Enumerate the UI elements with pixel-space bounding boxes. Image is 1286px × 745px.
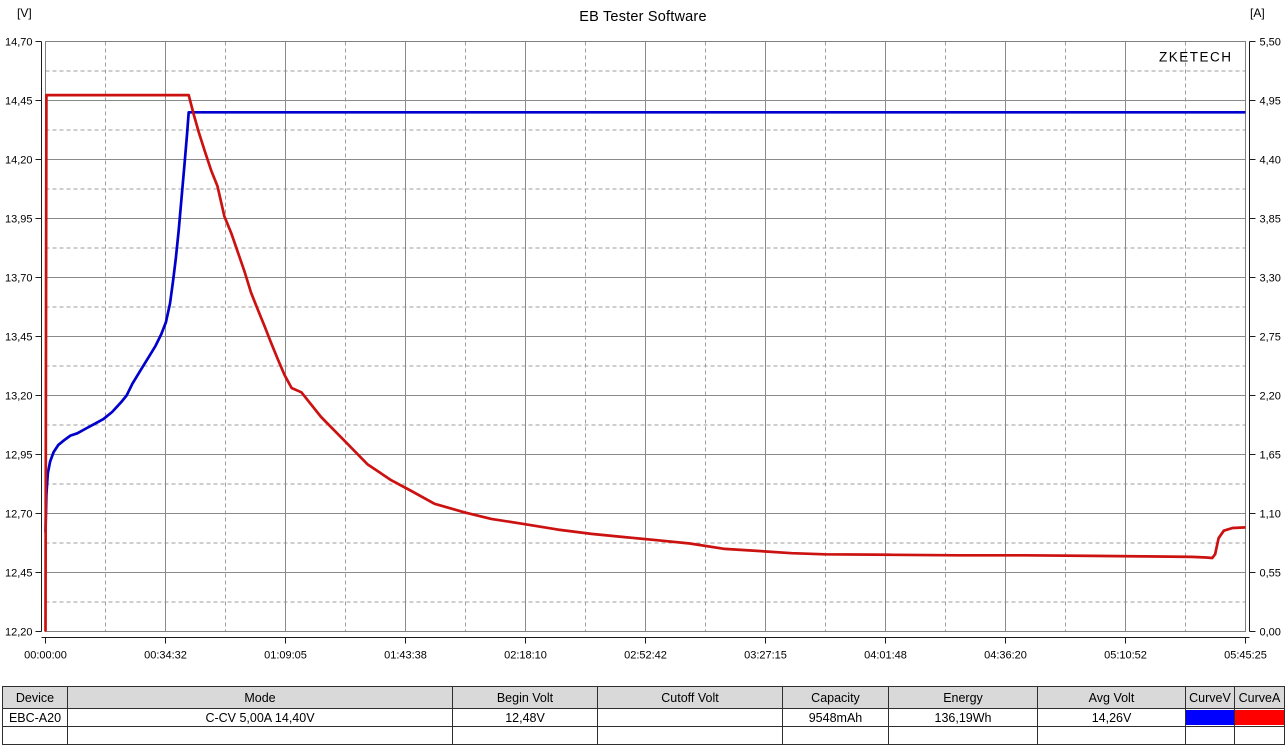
chart-canvas: ZKETECH 14,70 5,50 14,45 4,95 14,20 4,40 13,95 3… bbox=[5, 37, 1281, 662]
voltage-curve bbox=[44, 110, 1246, 533]
svg-text:00:00:00: 00:00:00 bbox=[24, 650, 67, 662]
svg-text:13,70: 13,70 bbox=[5, 273, 33, 285]
svg-text:13,45: 13,45 bbox=[5, 332, 33, 344]
col-header-curve-a: CurveA bbox=[1234, 686, 1285, 709]
svg-text:03:27:15: 03:27:15 bbox=[744, 650, 787, 662]
svg-text:2,75: 2,75 bbox=[1260, 332, 1281, 344]
svg-text:14,45: 14,45 bbox=[5, 96, 33, 108]
col-header-avg-volt: Avg Volt bbox=[1037, 686, 1186, 709]
svg-text:01:43:38: 01:43:38 bbox=[384, 650, 427, 662]
col-header-device: Device bbox=[2, 686, 68, 709]
svg-text:05:10:52: 05:10:52 bbox=[1104, 650, 1147, 662]
curve-a-cell bbox=[1234, 708, 1285, 727]
svg-text:04:01:48: 04:01:48 bbox=[864, 650, 907, 662]
right-axis-unit-label: [A] bbox=[1250, 6, 1265, 20]
col-header-cutoff-volt: Cutoff Volt bbox=[597, 686, 783, 709]
svg-text:5,50: 5,50 bbox=[1260, 37, 1281, 49]
svg-text:12,20: 12,20 bbox=[5, 627, 33, 639]
avg-volt-value: 14,26V bbox=[1037, 708, 1186, 727]
capacity-value: 9548mAh bbox=[782, 708, 889, 727]
svg-text:4,95: 4,95 bbox=[1260, 96, 1281, 108]
left-axis-unit-label: [V] bbox=[17, 6, 32, 20]
svg-text:14,70: 14,70 bbox=[5, 37, 33, 49]
results-table: Device Mode Begin Volt Cutoff Volt Capac… bbox=[2, 686, 1285, 745]
svg-text:01:09:05: 01:09:05 bbox=[264, 650, 307, 662]
energy-value: 136,19Wh bbox=[888, 708, 1038, 727]
page-title: EB Tester Software bbox=[579, 9, 707, 25]
svg-text:13,95: 13,95 bbox=[5, 214, 33, 226]
svg-text:1,10: 1,10 bbox=[1260, 509, 1281, 521]
svg-text:02:18:10: 02:18:10 bbox=[504, 650, 547, 662]
svg-text:2,20: 2,20 bbox=[1260, 391, 1281, 403]
begin-volt-value: 12,48V bbox=[452, 708, 598, 727]
svg-text:1,65: 1,65 bbox=[1260, 450, 1281, 462]
col-header-curve-v: CurveV bbox=[1185, 686, 1235, 709]
cutoff-volt-value bbox=[597, 708, 783, 727]
svg-text:4,40: 4,40 bbox=[1260, 155, 1281, 167]
svg-text:3,85: 3,85 bbox=[1260, 214, 1281, 226]
curve-a-swatch bbox=[1235, 710, 1284, 725]
table-empty-row bbox=[2, 726, 1285, 745]
svg-text:12,95: 12,95 bbox=[5, 450, 33, 462]
mode-value: C-CV 5,00A 14,40V bbox=[67, 708, 453, 727]
svg-text:13,20: 13,20 bbox=[5, 391, 33, 403]
watermark-zketech: ZKETECH bbox=[1159, 50, 1233, 65]
current-curve bbox=[44, 93, 1246, 632]
svg-text:3,30: 3,30 bbox=[1260, 273, 1281, 285]
svg-text:02:52:42: 02:52:42 bbox=[624, 650, 667, 662]
device-value: EBC-A20 bbox=[2, 708, 68, 727]
col-header-begin-volt: Begin Volt bbox=[452, 686, 598, 709]
col-header-energy: Energy bbox=[888, 686, 1038, 709]
svg-text:05:45:25: 05:45:25 bbox=[1224, 650, 1267, 662]
svg-text:0,00: 0,00 bbox=[1260, 627, 1281, 639]
svg-text:0,55: 0,55 bbox=[1260, 568, 1281, 580]
svg-text:12,45: 12,45 bbox=[5, 568, 33, 580]
table-data-row: EBC-A20 C-CV 5,00A 14,40V 12,48V 9548mAh… bbox=[2, 708, 1285, 727]
table-header-row: Device Mode Begin Volt Cutoff Volt Capac… bbox=[2, 686, 1285, 709]
col-header-capacity: Capacity bbox=[782, 686, 889, 709]
svg-text:12,70: 12,70 bbox=[5, 509, 33, 521]
svg-text:14,20: 14,20 bbox=[5, 155, 33, 167]
svg-text:04:36:20: 04:36:20 bbox=[984, 650, 1027, 662]
curve-v-cell bbox=[1185, 708, 1235, 727]
svg-text:00:34:32: 00:34:32 bbox=[144, 650, 187, 662]
col-header-mode: Mode bbox=[67, 686, 453, 709]
curve-v-swatch bbox=[1186, 710, 1234, 725]
